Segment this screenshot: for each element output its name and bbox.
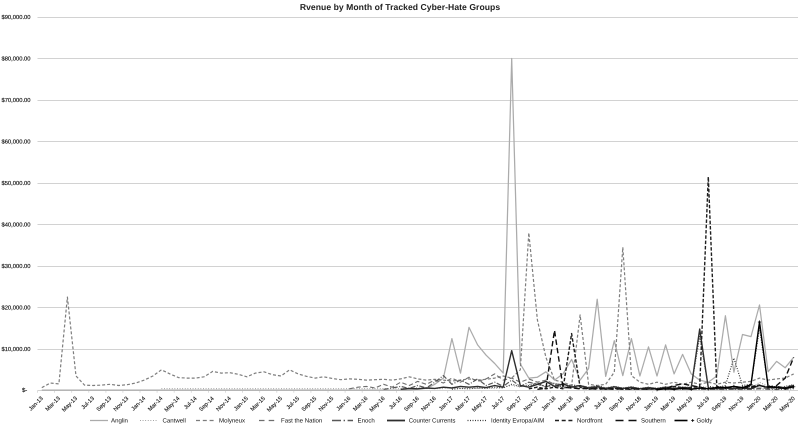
- svg-text:Nordfront: Nordfront: [577, 418, 603, 425]
- svg-text:Anglin: Anglin: [111, 418, 128, 425]
- svg-text:$20,000.00: $20,000.00: [1, 305, 30, 312]
- svg-text:Identity Evropa/AIM: Identity Evropa/AIM: [491, 418, 544, 425]
- svg-text:$-: $-: [22, 387, 27, 394]
- svg-text:Molyneux: Molyneux: [219, 418, 245, 425]
- svg-text:Southern: Southern: [641, 418, 666, 425]
- svg-text:$70,000.00: $70,000.00: [1, 97, 30, 104]
- svg-text:$10,000.00: $10,000.00: [1, 346, 30, 353]
- svg-text:$30,000.00: $30,000.00: [1, 263, 30, 270]
- svg-text:$40,000.00: $40,000.00: [1, 222, 30, 229]
- svg-text:$80,000.00: $80,000.00: [1, 56, 30, 63]
- svg-text:$60,000.00: $60,000.00: [1, 139, 30, 146]
- svg-text:Counter Currents: Counter Currents: [409, 418, 456, 425]
- svg-text:Fast the Nation: Fast the Nation: [281, 418, 322, 425]
- svg-text:$90,000.00: $90,000.00: [1, 14, 30, 21]
- svg-text:Cantwell: Cantwell: [163, 418, 186, 425]
- svg-text:Rvenue by Month of Tracked Cyb: Rvenue by Month of Tracked Cyber-Hate Gr…: [300, 2, 501, 12]
- svg-text:$50,000.00: $50,000.00: [1, 180, 30, 187]
- svg-text:Goldy: Goldy: [697, 418, 714, 425]
- svg-text:Enoch: Enoch: [358, 418, 375, 425]
